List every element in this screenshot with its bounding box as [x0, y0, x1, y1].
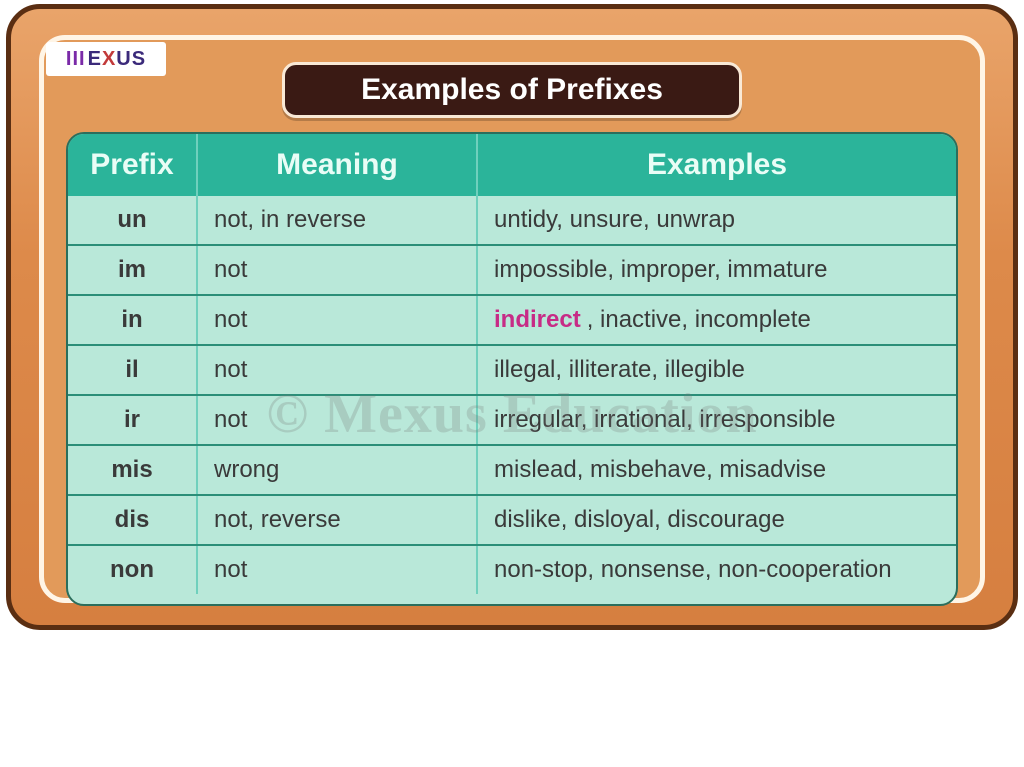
title-text: Examples of Prefixes [361, 73, 663, 107]
cell-prefix: mis [68, 446, 198, 494]
cell-prefix: in [68, 296, 198, 344]
cell-meaning: not, reverse [198, 496, 478, 544]
logo-rest: US [116, 48, 146, 71]
cell-examples: indirect, inactive, incomplete [478, 296, 956, 344]
table-body: un not, in reverse untidy, unsure, unwra… [68, 196, 956, 594]
slide: Examples of Prefixes Prefix Meaning Exam… [0, 0, 1024, 636]
cell-meaning: not, in reverse [198, 196, 478, 244]
table-row: un not, in reverse untidy, unsure, unwra… [68, 196, 956, 244]
cell-examples: non-stop, nonsense, non-cooperation [478, 546, 956, 594]
cell-meaning: not [198, 296, 478, 344]
cell-meaning: not [198, 246, 478, 294]
table-row: ir not irregular, irrational, irresponsi… [68, 394, 956, 444]
cell-examples: mislead, misbehave, misadvise [478, 446, 956, 494]
bottom-whitespace [0, 636, 1024, 767]
cell-prefix: non [68, 546, 198, 594]
cell-prefix: dis [68, 496, 198, 544]
cell-examples: irregular, irrational, irresponsible [478, 396, 956, 444]
prefix-table: Prefix Meaning Examples un not, in rever… [66, 132, 958, 606]
brand-logo: IIIEXUS [46, 42, 166, 76]
cell-prefix: ir [68, 396, 198, 444]
logo-x: X [102, 48, 116, 71]
cell-prefix: im [68, 246, 198, 294]
table-row: mis wrong mislead, misbehave, misadvise [68, 444, 956, 494]
page-title: Examples of Prefixes [282, 62, 742, 118]
col-header-examples: Examples [478, 134, 956, 196]
examples-rest: , inactive, incomplete [587, 306, 811, 334]
table-row: non not non-stop, nonsense, non-cooperat… [68, 544, 956, 594]
highlighted-word: indirect [494, 306, 581, 334]
table-row: dis not, reverse dislike, disloyal, disc… [68, 494, 956, 544]
cell-examples: untidy, unsure, unwrap [478, 196, 956, 244]
col-header-meaning: Meaning [198, 134, 478, 196]
cell-meaning: not [198, 346, 478, 394]
table-row: in not indirect, inactive, incomplete [68, 294, 956, 344]
inner-frame: Examples of Prefixes Prefix Meaning Exam… [39, 35, 985, 603]
cell-meaning: not [198, 546, 478, 594]
table-row: im not impossible, improper, immature [68, 244, 956, 294]
cell-meaning: not [198, 396, 478, 444]
col-header-prefix: Prefix [68, 134, 198, 196]
cell-examples: impossible, improper, immature [478, 246, 956, 294]
table-row: il not illegal, illiterate, illegible [68, 344, 956, 394]
cell-prefix: un [68, 196, 198, 244]
logo-mid: E [88, 48, 102, 71]
outer-frame: Examples of Prefixes Prefix Meaning Exam… [6, 4, 1018, 630]
cell-examples: dislike, disloyal, discourage [478, 496, 956, 544]
cell-prefix: il [68, 346, 198, 394]
cell-meaning: wrong [198, 446, 478, 494]
cell-examples: illegal, illiterate, illegible [478, 346, 956, 394]
table-header: Prefix Meaning Examples [68, 134, 956, 196]
logo-bars-icon: III [66, 48, 86, 71]
